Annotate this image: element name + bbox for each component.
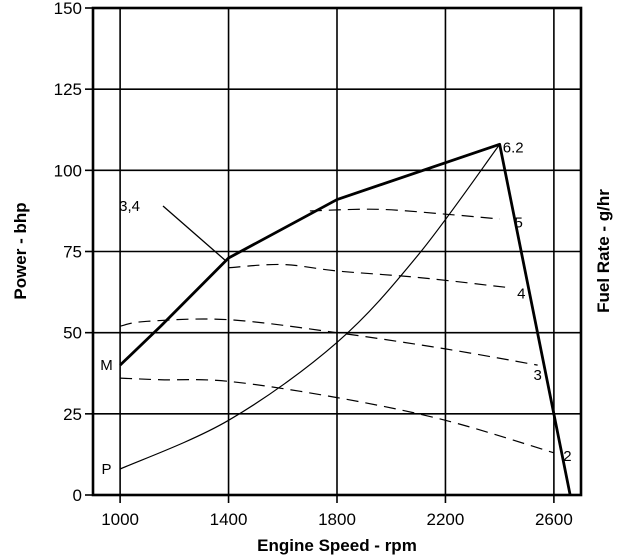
curve-label: 5 <box>514 214 522 231</box>
x-axis-title: Engine Speed - rpm <box>257 536 417 555</box>
x-tick-label: 2200 <box>427 510 465 529</box>
curve-label: 3 <box>533 367 541 384</box>
x-tick-label: 2600 <box>535 510 573 529</box>
y-tick-label: 100 <box>54 161 82 180</box>
curve-label: 2 <box>563 448 571 465</box>
y-tick-label: 50 <box>63 324 82 343</box>
y-axis-title: Power - bhp <box>11 202 30 299</box>
x-tick-label: 1000 <box>101 510 139 529</box>
fuel-rate-curve-3 <box>119 318 538 366</box>
curve-label: 3,4 <box>119 198 140 215</box>
y-tick-label: 0 <box>73 486 82 505</box>
propeller-curve <box>119 144 501 470</box>
grid <box>93 8 581 495</box>
y-tick-label: 125 <box>54 80 82 99</box>
curve-label: P <box>102 461 112 478</box>
fuel-rate-curve-4 <box>228 263 506 288</box>
curve-label: 4 <box>517 286 525 303</box>
x-tick-label: 1400 <box>210 510 248 529</box>
max-power-curve <box>119 142 572 496</box>
curve-label: M <box>100 357 113 374</box>
y-tick-label: 150 <box>54 0 82 18</box>
y-tick-label: 25 <box>63 405 82 424</box>
curve-labels: M P 6.2 3,4 5 4 3 2 <box>100 140 571 478</box>
label-leader-line <box>162 205 227 262</box>
series-layer <box>119 142 572 496</box>
y2-axis-title: Fuel Rate - g/hr <box>594 189 613 313</box>
fuel-rate-curve-2 <box>120 377 555 454</box>
curve-label: 6.2 <box>503 140 524 157</box>
x-tick-label: 1800 <box>318 510 356 529</box>
y-tick-label: 75 <box>63 243 82 262</box>
fuel-rate-curve-5 <box>309 208 500 220</box>
